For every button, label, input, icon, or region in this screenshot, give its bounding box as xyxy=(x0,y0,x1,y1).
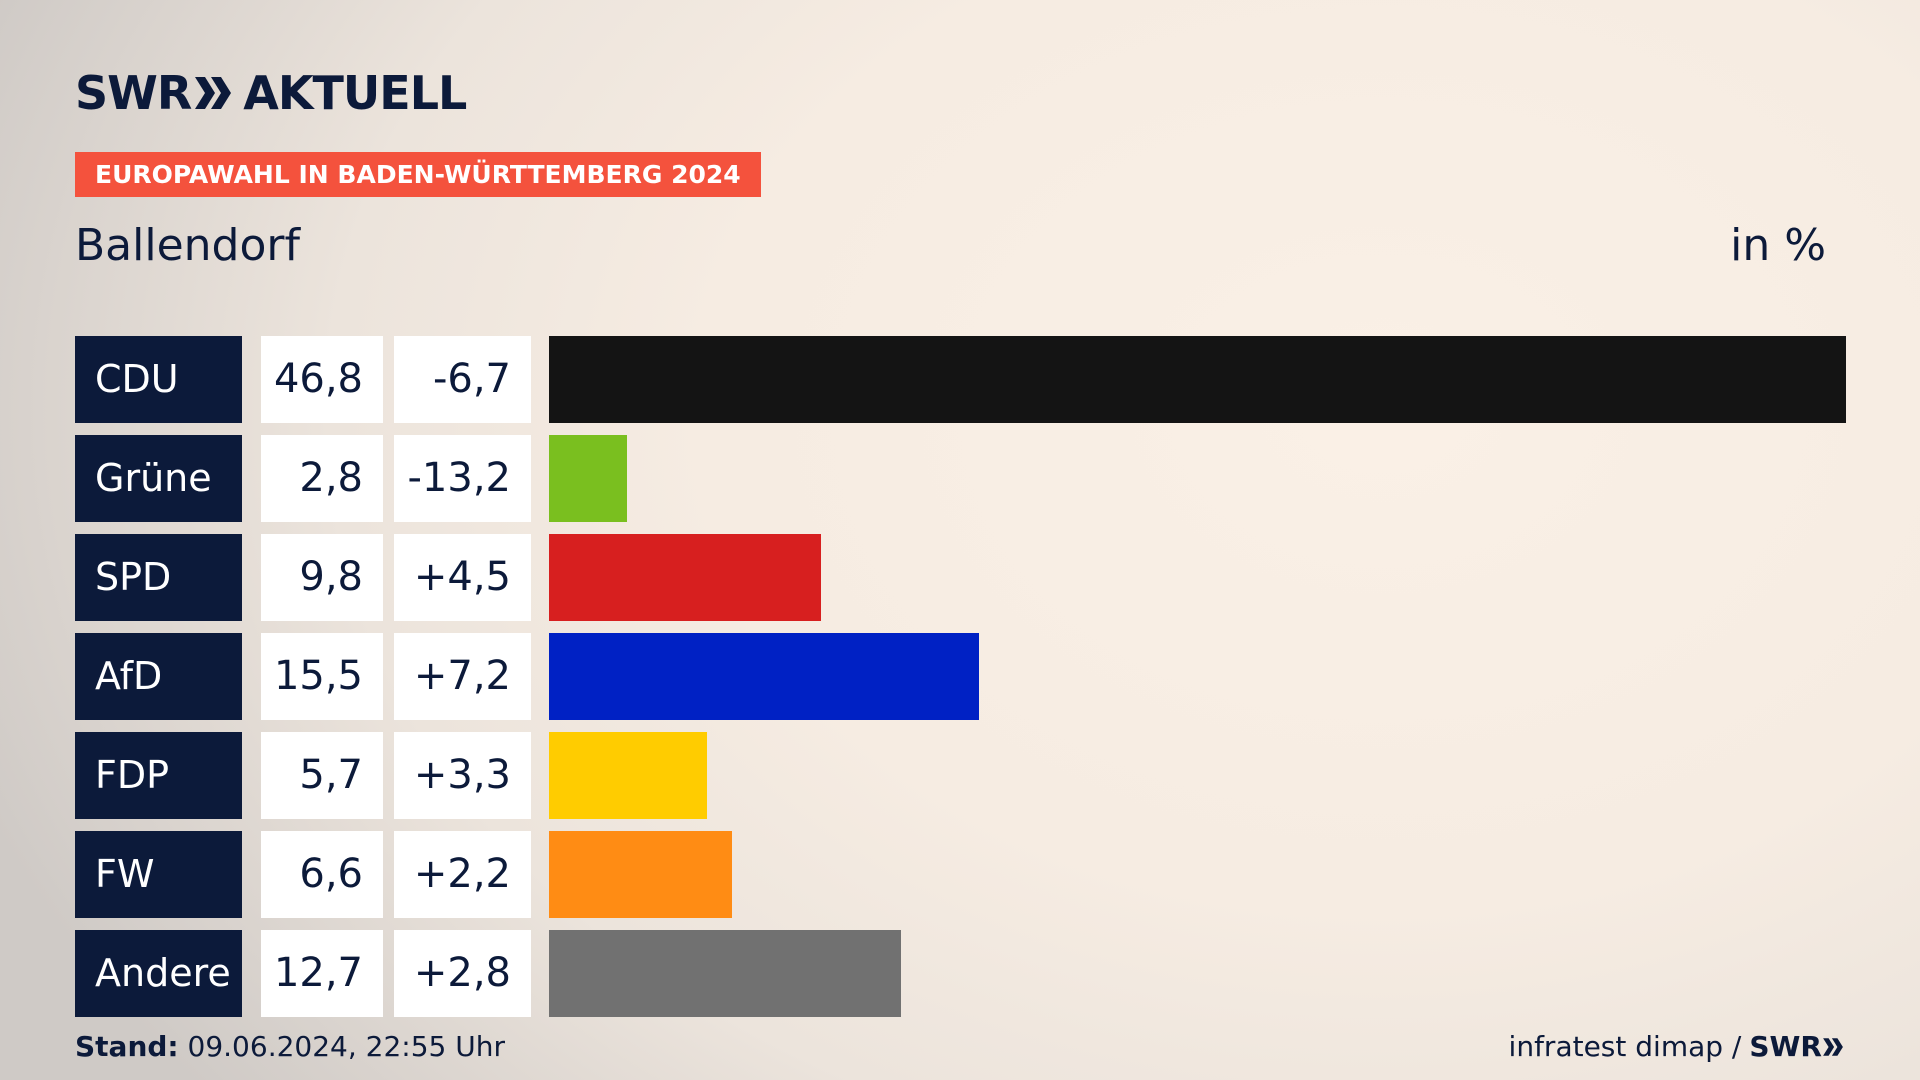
location-title: Ballendorf xyxy=(75,220,300,271)
party-label: CDU xyxy=(75,336,242,423)
logo-swr-text: SWR xyxy=(75,66,192,120)
change-label: +7,2 xyxy=(394,633,531,720)
logo-aktuell-text: AKTUELL xyxy=(243,66,467,120)
stand-value: 09.06.2024, 22:55 Uhr xyxy=(187,1030,505,1063)
change-label: +2,2 xyxy=(394,831,531,918)
vote-share-label: 9,8 xyxy=(261,534,383,621)
vote-share-label: 5,7 xyxy=(261,732,383,819)
change-label: -13,2 xyxy=(394,435,531,522)
party-label: SPD xyxy=(75,534,242,621)
vote-share-bar xyxy=(549,930,901,1017)
source-chevron-icon xyxy=(1823,1037,1843,1056)
change-label: +3,3 xyxy=(394,732,531,819)
unit-label: in % xyxy=(1730,220,1826,271)
vote-share-bar xyxy=(549,336,1846,423)
party-label: AfD xyxy=(75,633,242,720)
party-label: FW xyxy=(75,831,242,918)
double-chevron-icon xyxy=(195,77,232,109)
source-logo: SWR xyxy=(1749,1030,1844,1063)
vote-share-bar xyxy=(549,534,821,621)
vote-share-bar xyxy=(549,633,979,720)
vote-share-bar xyxy=(549,435,627,522)
party-label: FDP xyxy=(75,732,242,819)
source-logo-text: SWR xyxy=(1749,1030,1822,1063)
party-label: Grüne xyxy=(75,435,242,522)
change-label: -6,7 xyxy=(394,336,531,423)
vote-share-label: 6,6 xyxy=(261,831,383,918)
party-label: Andere xyxy=(75,930,242,1017)
source-text: infratest dimap / xyxy=(1508,1030,1742,1063)
vote-share-label: 12,7 xyxy=(261,930,383,1017)
change-label: +2,8 xyxy=(394,930,531,1017)
source-credit: infratest dimap / SWR xyxy=(1509,1030,1844,1063)
stand-label: Stand: xyxy=(75,1030,179,1063)
election-badge: EUROPAWAHL IN BADEN-WÜRTTEMBERG 2024 xyxy=(75,152,761,197)
vote-share-label: 15,5 xyxy=(261,633,383,720)
swr-aktuell-logo: SWR AKTUELL xyxy=(75,66,467,120)
change-label: +4,5 xyxy=(394,534,531,621)
vote-share-bar xyxy=(549,732,707,819)
vote-share-label: 46,8 xyxy=(261,336,383,423)
timestamp: Stand: 09.06.2024, 22:55 Uhr xyxy=(75,1030,505,1063)
vote-share-bar xyxy=(549,831,732,918)
vote-share-label: 2,8 xyxy=(261,435,383,522)
